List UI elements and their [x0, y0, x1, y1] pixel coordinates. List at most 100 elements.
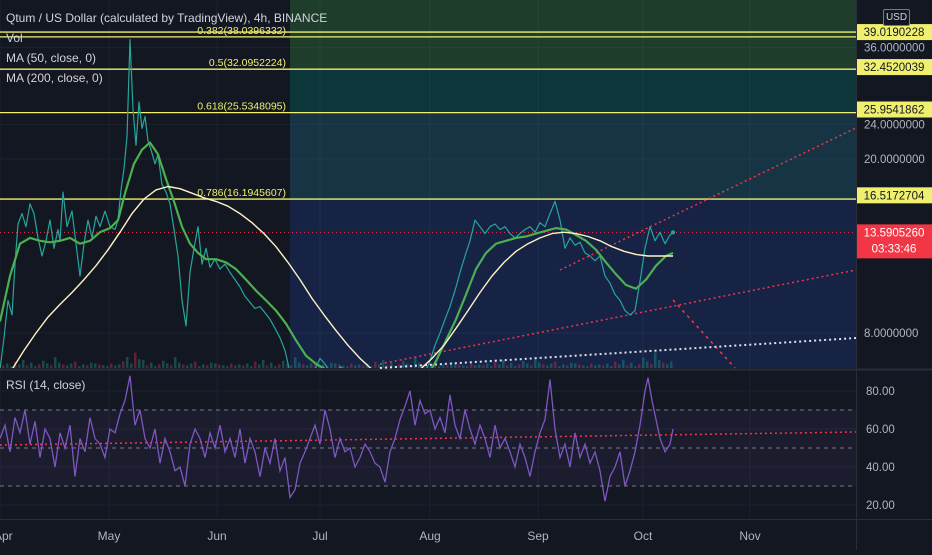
volume-bar: [194, 361, 197, 368]
volume-bar: [166, 363, 169, 368]
volume-bar: [414, 357, 417, 368]
volume-bar: [146, 365, 149, 368]
time-tick-label: Nov: [739, 529, 760, 543]
volume-bar: [134, 352, 137, 368]
trendline-red-projection: [672, 299, 736, 369]
volume-bar: [306, 365, 309, 368]
volume-bar: [322, 364, 325, 368]
volume-bar: [130, 363, 133, 368]
volume-bar: [454, 363, 457, 368]
rsi-tick-label: 60.00: [866, 424, 895, 436]
volume-bar: [406, 363, 409, 368]
rsi-tick-label: 40.00: [866, 462, 895, 474]
volume-bar: [442, 364, 445, 368]
ma200-indicator-label[interactable]: MA (200, close, 0): [6, 71, 103, 85]
volume-bar: [250, 366, 253, 368]
volume-bar: [182, 364, 185, 368]
volume-bar: [314, 361, 317, 368]
fib-zone: [290, 69, 856, 113]
volume-bar: [582, 365, 585, 368]
price-tick-label: 8.0000000: [864, 328, 918, 340]
volume-bar: [290, 365, 293, 368]
volume-bar: [78, 366, 81, 368]
level-price-tag: [857, 24, 932, 41]
volume-bar: [618, 364, 621, 368]
volume-bar: [374, 361, 377, 368]
rsi-tick-label: 20.00: [866, 500, 895, 512]
volume-bar: [362, 365, 365, 368]
volume-bar: [278, 364, 281, 368]
rsi-indicator-label[interactable]: RSI (14, close): [6, 378, 86, 392]
volume-bar: [10, 366, 13, 368]
volume-bar: [70, 363, 73, 368]
price-tick-label: 36.0000000: [864, 42, 925, 54]
volume-bar: [234, 365, 237, 368]
volume-bar: [42, 360, 45, 368]
volume-bar: [458, 364, 461, 368]
volume-bar: [646, 361, 649, 368]
volume-bar: [158, 364, 161, 368]
volume-bar: [50, 365, 53, 368]
volume-bar: [302, 364, 305, 368]
volume-bar: [94, 363, 97, 368]
volume-bar: [494, 361, 497, 368]
volume-bar: [226, 366, 229, 368]
time-tick-label: May: [98, 529, 121, 543]
currency-button[interactable]: USD: [883, 9, 910, 26]
volume-bar: [18, 364, 21, 368]
volume-bar: [242, 365, 245, 368]
volume-bar: [58, 362, 61, 368]
symbol-title[interactable]: Qtum / US Dollar (calculated by TradingV…: [6, 11, 328, 25]
volume-bar: [198, 366, 201, 368]
volume-bar: [614, 361, 617, 368]
time-tick-label: Jun: [207, 529, 226, 543]
volume-bar: [202, 364, 205, 368]
volume-bar: [566, 365, 569, 368]
time-tick-label: Aug: [419, 529, 440, 543]
volume-bar: [230, 363, 233, 368]
volume-bar: [638, 364, 641, 368]
volume-bar: [170, 365, 173, 368]
volume-bar: [282, 360, 285, 368]
chart-legend: Qtum / US Dollar (calculated by TradingV…: [6, 8, 327, 88]
fib-level-label: 0.5(32.0952224): [209, 57, 286, 69]
volume-bar: [574, 363, 577, 368]
volume-bar: [286, 363, 289, 368]
volume-bar: [218, 364, 221, 368]
volume-bar: [590, 363, 593, 368]
volume-bar: [622, 359, 625, 368]
ma50-indicator-label[interactable]: MA (50, close, 0): [6, 51, 97, 65]
volume-bar: [98, 364, 101, 368]
volume-bar: [150, 362, 153, 368]
volume-bar: [38, 364, 41, 368]
volume-bar: [262, 359, 265, 368]
volume-bar: [578, 364, 581, 368]
fib-zone: [290, 199, 856, 368]
volume-bar: [310, 363, 313, 368]
volume-indicator-label[interactable]: Vol: [6, 31, 23, 45]
price-series-line: [0, 39, 674, 368]
volume-bar: [502, 359, 505, 368]
rsi-tick-label: 80.00: [866, 386, 895, 398]
volume-bar: [650, 364, 653, 368]
volume-bar: [22, 359, 25, 368]
volume-bar: [186, 365, 189, 368]
price-tag-label: 13.5905260: [864, 227, 925, 239]
volume-bar: [666, 364, 669, 368]
volume-bar: [294, 357, 297, 368]
volume-bar: [274, 366, 277, 368]
volume-bar: [382, 359, 385, 368]
volume-bar: [222, 365, 225, 368]
volume-bar: [466, 366, 469, 368]
volume-bar: [498, 364, 501, 368]
volume-bar: [634, 366, 637, 368]
volume-bar: [526, 363, 529, 368]
fib-zone: [290, 36, 856, 70]
volume-bar: [118, 364, 121, 368]
volume-bar: [74, 361, 77, 368]
volume-bar: [334, 363, 337, 368]
volume-bar: [6, 363, 9, 368]
volume-bar: [478, 364, 481, 368]
